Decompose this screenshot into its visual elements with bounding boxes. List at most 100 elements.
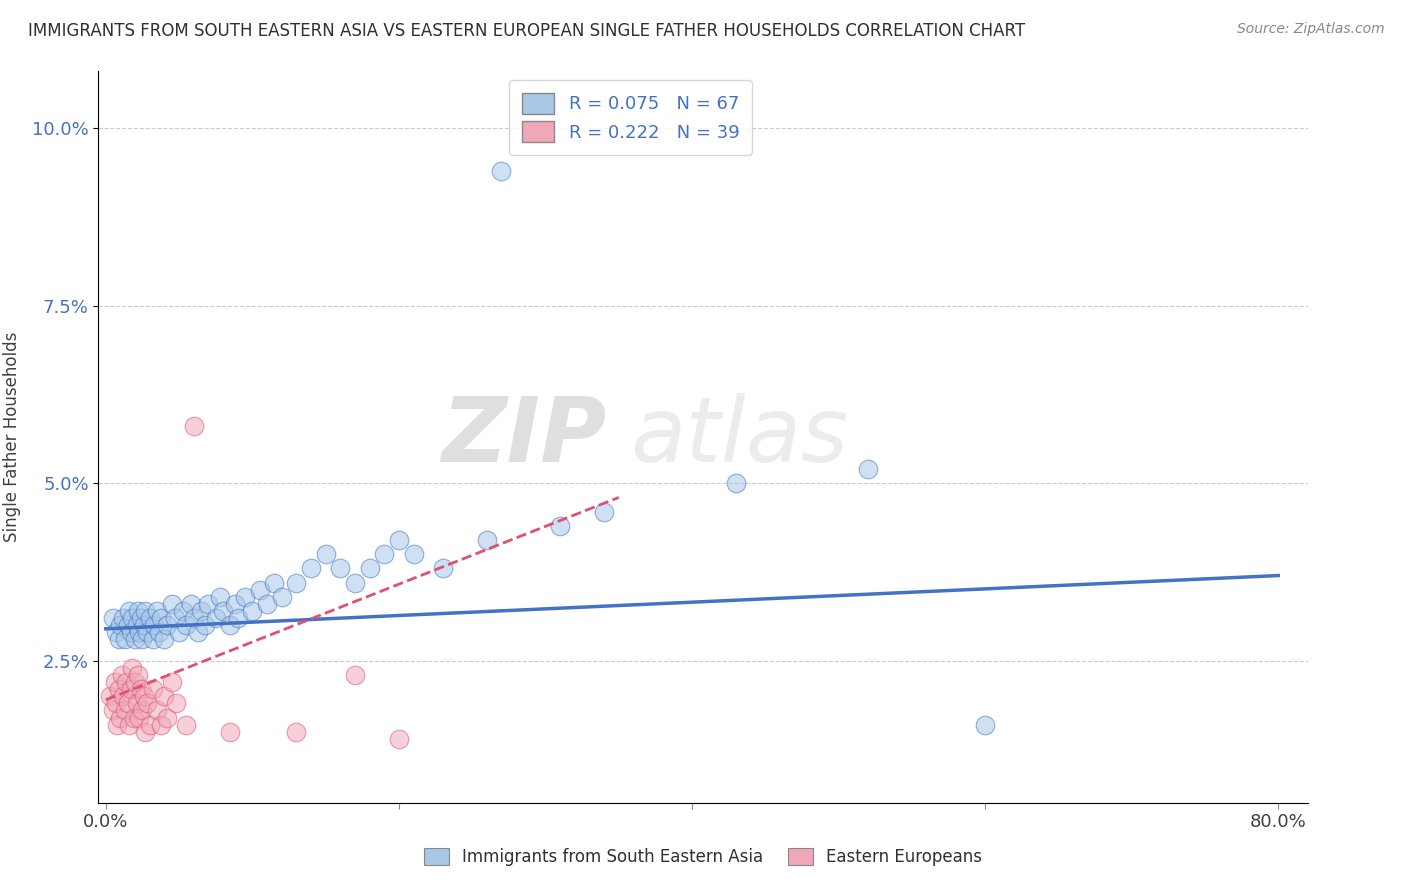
Text: atlas: atlas	[630, 393, 848, 481]
Point	[153, 690, 176, 704]
Point	[118, 604, 141, 618]
Point	[121, 661, 143, 675]
Point	[153, 632, 176, 647]
Point	[142, 632, 165, 647]
Point	[132, 618, 155, 632]
Point	[593, 505, 616, 519]
Point	[103, 675, 125, 690]
Point	[101, 704, 124, 718]
Point	[114, 632, 136, 647]
Point	[120, 682, 142, 697]
Point	[134, 724, 156, 739]
Point	[388, 731, 411, 746]
Point	[315, 547, 337, 561]
Point	[329, 561, 352, 575]
Point	[724, 476, 747, 491]
Point	[134, 604, 156, 618]
Point	[98, 690, 121, 704]
Point	[138, 717, 160, 731]
Point	[105, 697, 128, 711]
Point	[108, 682, 131, 697]
Point	[128, 625, 150, 640]
Point	[240, 604, 263, 618]
Point	[117, 618, 139, 632]
Point	[856, 462, 879, 476]
Point	[131, 704, 153, 718]
Point	[974, 717, 997, 731]
Point	[118, 717, 141, 731]
Point	[120, 625, 142, 640]
Point	[475, 533, 498, 547]
Point	[111, 668, 134, 682]
Point	[176, 717, 198, 731]
Point	[299, 561, 322, 575]
Point	[263, 575, 285, 590]
Point	[128, 710, 150, 724]
Point	[491, 163, 513, 178]
Point	[165, 697, 187, 711]
Point	[224, 597, 246, 611]
Point	[127, 668, 149, 682]
Point	[131, 632, 153, 647]
Point	[285, 575, 308, 590]
Point	[197, 597, 219, 611]
Point	[176, 618, 198, 632]
Point	[138, 611, 160, 625]
Point	[212, 604, 235, 618]
Point	[142, 682, 165, 697]
Point	[285, 724, 308, 739]
Legend: R = 0.075   N = 67, R = 0.222   N = 39: R = 0.075 N = 67, R = 0.222 N = 39	[509, 80, 752, 154]
Point	[249, 582, 271, 597]
Point	[135, 697, 157, 711]
Point	[270, 590, 292, 604]
Point	[148, 625, 170, 640]
Point	[117, 697, 139, 711]
Point	[129, 611, 152, 625]
Point	[150, 717, 173, 731]
Point	[343, 668, 366, 682]
Point	[256, 597, 278, 611]
Point	[190, 604, 212, 618]
Point	[209, 590, 232, 604]
Point	[108, 632, 131, 647]
Point	[135, 625, 157, 640]
Point	[183, 611, 205, 625]
Point	[226, 611, 249, 625]
Text: ZIP: ZIP	[441, 393, 606, 481]
Point	[146, 704, 169, 718]
Point	[219, 618, 242, 632]
Point	[156, 618, 179, 632]
Point	[187, 625, 209, 640]
Text: Source: ZipAtlas.com: Source: ZipAtlas.com	[1237, 22, 1385, 37]
Point	[219, 724, 242, 739]
Point	[160, 597, 183, 611]
Point	[180, 597, 202, 611]
Point	[115, 675, 138, 690]
Point	[125, 618, 148, 632]
Point	[121, 611, 143, 625]
Point	[124, 632, 146, 647]
Point	[112, 690, 135, 704]
Point	[112, 611, 135, 625]
Y-axis label: Single Father Households: Single Father Households	[3, 332, 21, 542]
Point	[125, 697, 148, 711]
Point	[105, 625, 128, 640]
Point	[107, 717, 129, 731]
Legend: Immigrants from South Eastern Asia, Eastern Europeans: Immigrants from South Eastern Asia, East…	[415, 840, 991, 875]
Point	[143, 618, 166, 632]
Point	[160, 675, 183, 690]
Point	[146, 604, 169, 618]
Point	[183, 419, 205, 434]
Point	[127, 604, 149, 618]
Point	[110, 710, 132, 724]
Point	[163, 611, 186, 625]
Point	[150, 611, 173, 625]
Point	[194, 618, 217, 632]
Point	[156, 710, 179, 724]
Point	[124, 675, 146, 690]
Point	[172, 604, 194, 618]
Point	[432, 561, 454, 575]
Point	[373, 547, 395, 561]
Text: IMMIGRANTS FROM SOUTH EASTERN ASIA VS EASTERN EUROPEAN SINGLE FATHER HOUSEHOLDS : IMMIGRANTS FROM SOUTH EASTERN ASIA VS EA…	[28, 22, 1025, 40]
Point	[233, 590, 256, 604]
